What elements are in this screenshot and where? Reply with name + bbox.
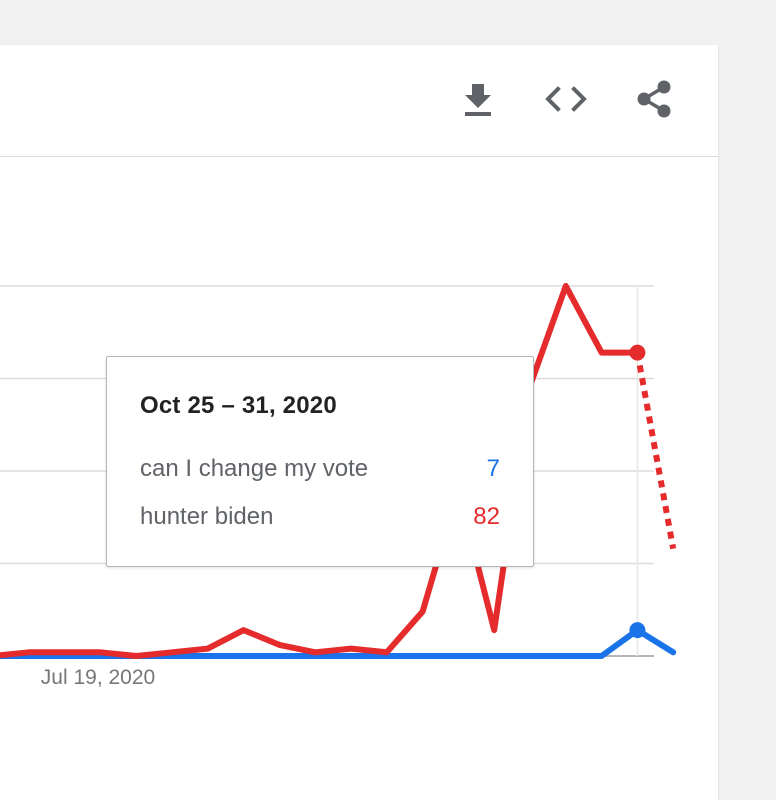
series-can-i-change-my-vote-line	[0, 627, 677, 659]
tooltip-title: Oct 25 – 31, 2020	[140, 392, 337, 419]
tooltip-value-series-2: 82	[473, 503, 500, 530]
embed-code-button[interactable]	[544, 77, 588, 121]
download-button[interactable]	[456, 77, 500, 121]
share-button[interactable]	[632, 77, 676, 121]
tooltip-row-series-1: can I change my vote 7	[140, 455, 500, 487]
share-icon	[637, 80, 671, 118]
tooltip-row-series-2: hunter biden 82	[140, 503, 500, 535]
download-icon	[465, 84, 491, 116]
highlight-point-series-2	[629, 344, 646, 361]
tooltip-value-series-1: 7	[486, 455, 500, 482]
card-header	[0, 45, 718, 157]
tooltip-label-series-2: hunter biden	[140, 503, 274, 530]
highlight-point-series-1	[629, 622, 646, 639]
chart-tooltip: Oct 25 – 31, 2020 can I change my vote 7…	[106, 356, 534, 567]
embed-code-icon	[545, 86, 587, 112]
x-tick-label: Jul 19, 2020	[41, 666, 155, 689]
tooltip-label-series-1: can I change my vote	[140, 455, 369, 482]
series-hunter-biden-partial-line	[634, 352, 677, 550]
